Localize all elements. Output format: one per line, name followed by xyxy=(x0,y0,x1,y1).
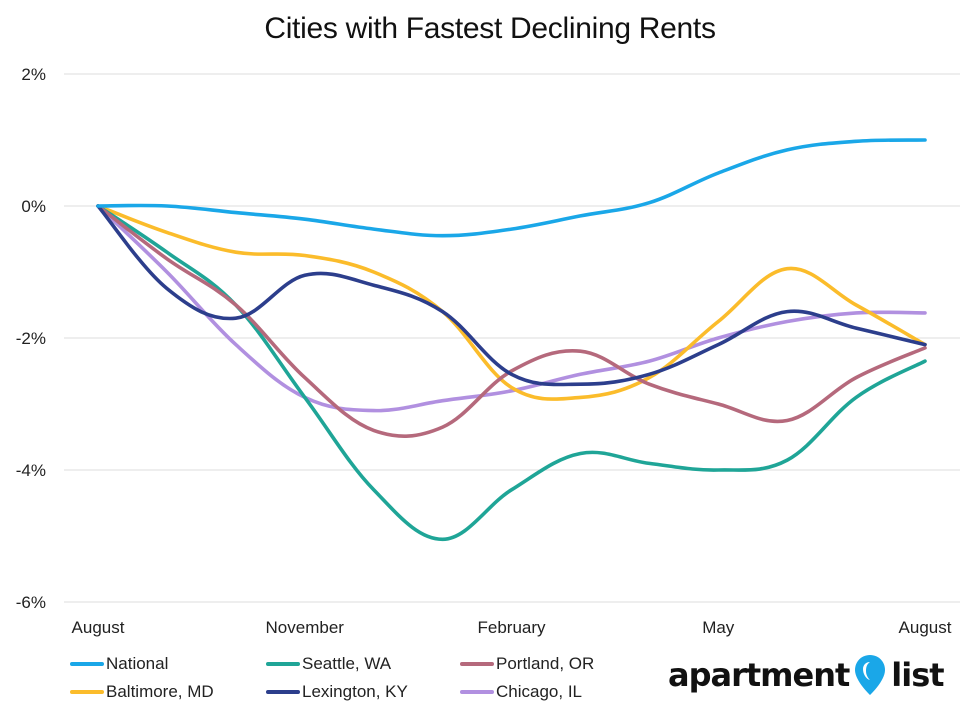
chart-title: Cities with Fastest Declining Rents xyxy=(264,12,716,45)
x-tick-label: August xyxy=(72,618,125,637)
y-tick-label: 0% xyxy=(21,197,46,216)
series-line-baltimore-md xyxy=(96,204,927,401)
legend-item-seattle: Seattle, WA xyxy=(266,654,391,674)
series-line-lexington-ky xyxy=(96,204,927,387)
x-tick-label: February xyxy=(477,618,546,637)
y-tick-label: -6% xyxy=(16,593,46,612)
series-line-chicago-il xyxy=(96,204,927,413)
logo-word-list: list xyxy=(891,656,944,694)
legend-label-chicago: Chicago, IL xyxy=(496,682,582,701)
legend-swatch-baltimore xyxy=(70,690,104,694)
legend-swatch-chicago xyxy=(460,690,494,694)
legend-label-lexington: Lexington, KY xyxy=(302,682,408,701)
legend-swatch-national xyxy=(70,662,104,666)
legend-swatch-lexington xyxy=(266,690,300,694)
legend-item-national: National xyxy=(70,654,168,674)
y-tick-label: 2% xyxy=(21,65,46,84)
series-line-portland-or xyxy=(96,204,927,439)
legend-label-seattle: Seattle, WA xyxy=(302,654,392,673)
legend-swatch-seattle xyxy=(266,662,300,666)
legend-item-baltimore: Baltimore, MD xyxy=(70,682,214,702)
y-axis-ticks: 2% 0% -2% -4% -6% xyxy=(16,65,46,612)
x-tick-label: May xyxy=(702,618,735,637)
series-lines xyxy=(96,138,927,542)
logo-word-apartment: apartment xyxy=(668,656,850,694)
legend-item-chicago: Chicago, IL xyxy=(460,682,582,702)
y-tick-label: -4% xyxy=(16,461,46,480)
legend-label-portland: Portland, OR xyxy=(496,654,595,673)
legend-item-portland: Portland, OR xyxy=(460,654,594,674)
x-tick-label: November xyxy=(266,618,345,637)
gridlines xyxy=(64,73,960,603)
y-tick-label: -2% xyxy=(16,329,46,348)
series-line-national xyxy=(96,138,927,238)
x-tick-label: August xyxy=(899,618,952,637)
legend-swatch-portland xyxy=(460,662,494,666)
x-axis-ticks: August November February May August xyxy=(72,618,952,637)
legend-label-national: National xyxy=(106,654,169,673)
map-pin-icon xyxy=(855,655,886,695)
legend-label-baltimore: Baltimore, MD xyxy=(106,682,214,701)
legend-item-lexington: Lexington, KY xyxy=(266,682,408,702)
apartment-list-logo: apartment list xyxy=(668,650,945,700)
